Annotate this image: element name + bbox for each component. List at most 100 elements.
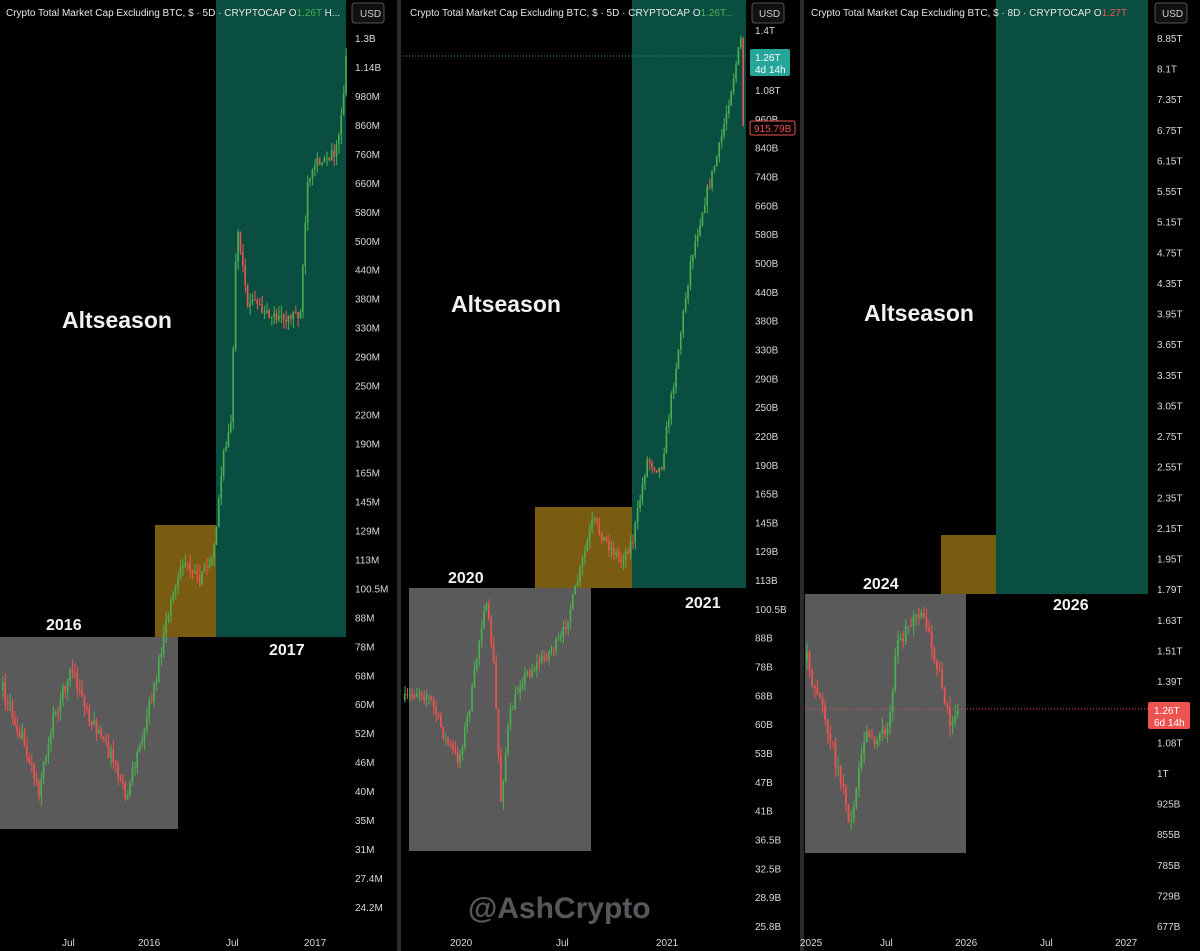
panel-divider (397, 0, 401, 951)
candle (644, 475, 646, 485)
y-tick: 925B (1157, 800, 1181, 811)
candle (941, 669, 943, 689)
y-tick: 88M (355, 613, 374, 624)
x-tick: 2025 (800, 938, 823, 949)
candle (11, 703, 14, 719)
candle (213, 544, 215, 559)
candle (134, 767, 136, 769)
candle (567, 621, 569, 629)
usd-currency-button[interactable]: USD (1154, 2, 1188, 24)
candle (66, 680, 69, 692)
y-tick: 250B (755, 403, 779, 414)
candle (538, 661, 540, 664)
candle (59, 700, 62, 712)
candle (464, 727, 466, 748)
y-tick: 330B (755, 345, 779, 356)
candle (560, 636, 562, 639)
y-tick: 7.35T (1157, 95, 1183, 106)
candle (290, 315, 292, 319)
candle (740, 38, 742, 48)
year-label: 2026 (1053, 597, 1089, 614)
svg-text:915.79B: 915.79B (754, 124, 792, 135)
candle (28, 758, 30, 763)
candle (442, 726, 444, 738)
candle (497, 708, 500, 755)
usd-currency-button[interactable]: USD (351, 2, 385, 24)
candle (440, 714, 442, 727)
candle (711, 170, 713, 188)
candle (174, 585, 177, 594)
candle (194, 571, 196, 573)
candle (660, 467, 663, 470)
y-tick: 2.35T (1157, 493, 1183, 504)
teal-zone (632, 0, 746, 588)
candle (949, 706, 951, 726)
year-label: 2020 (448, 570, 484, 587)
candle (35, 778, 38, 782)
y-tick: 580M (355, 208, 380, 219)
year-label: 2016 (46, 617, 82, 634)
candle (449, 743, 452, 745)
candle (651, 463, 653, 468)
candle (512, 709, 514, 711)
candle (956, 711, 959, 716)
candle (574, 585, 576, 595)
y-tick: 8.1T (1157, 65, 1177, 76)
candle (23, 731, 26, 747)
candle (612, 547, 615, 555)
candle (333, 150, 335, 157)
candle (591, 519, 593, 530)
candle (408, 694, 411, 696)
candle (218, 498, 220, 527)
y-tick: 28.9B (755, 893, 781, 904)
candle (720, 135, 723, 143)
candle (550, 649, 552, 652)
y-tick: 660B (755, 201, 779, 212)
candle (170, 599, 172, 616)
candle (40, 778, 42, 797)
price-axis: 8.85T 8.1T 7.35T 6.75T 6.15T 5.55T 5.15T 4.75T 4… (1157, 34, 1183, 933)
candle (177, 577, 179, 586)
candle (689, 261, 692, 285)
candle (26, 746, 28, 759)
candle (737, 47, 740, 65)
candle (536, 661, 538, 670)
y-tick: 129B (755, 547, 779, 558)
candle (420, 692, 423, 697)
usd-currency-button[interactable]: USD (751, 2, 785, 24)
candle (605, 536, 608, 541)
candle (881, 728, 884, 735)
candle (138, 744, 141, 752)
candle (860, 753, 863, 768)
candle (71, 669, 74, 674)
y-tick: 380B (755, 317, 779, 328)
candle (299, 311, 302, 319)
y-tick: 5.55T (1157, 187, 1183, 198)
candle (677, 349, 680, 369)
candle (692, 255, 694, 262)
candle (842, 783, 845, 787)
svg-text:1.26T: 1.26T (755, 53, 781, 64)
y-tick: 145M (355, 497, 380, 508)
price-axis: 1.3B 1.14B 980M 860M 760M 660M 580M 500M 440M 380… (355, 34, 388, 914)
y-tick: 760M (355, 150, 380, 161)
candle (112, 749, 114, 763)
candle (201, 570, 203, 586)
candle (110, 749, 112, 759)
x-tick: 2016 (138, 938, 161, 949)
y-tick: 1.39T (1157, 677, 1183, 688)
candle (899, 638, 902, 641)
candle (579, 566, 581, 583)
candle (680, 332, 682, 350)
candle (540, 655, 543, 664)
candle (273, 313, 275, 317)
candle (492, 642, 495, 662)
candle (694, 241, 696, 256)
candle (891, 690, 894, 712)
candle (314, 165, 316, 170)
candle (665, 426, 668, 454)
candle (98, 729, 100, 734)
candle (74, 673, 76, 675)
candle (338, 134, 340, 145)
candle (480, 627, 483, 642)
